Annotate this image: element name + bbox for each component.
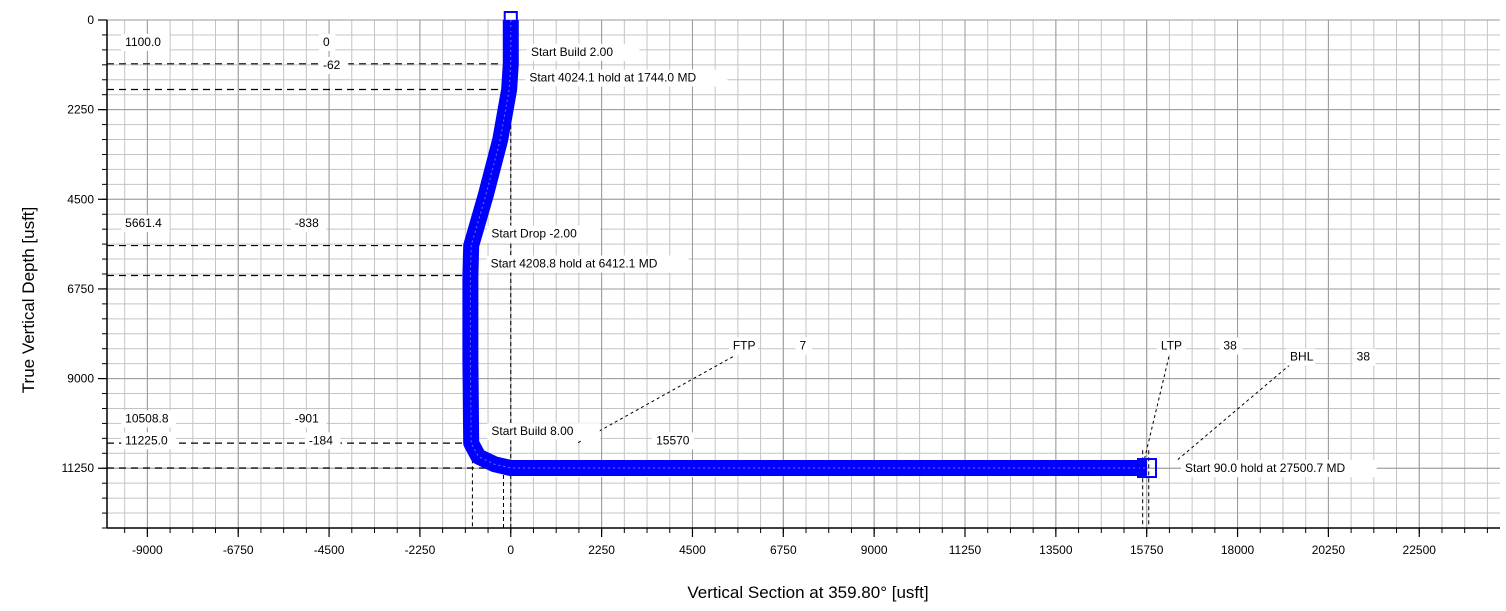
x-tick-label: -4500	[314, 543, 345, 557]
x-tick-label: -6750	[223, 543, 254, 557]
value-label: -901	[295, 411, 319, 425]
x-tick-label: 11250	[949, 543, 982, 557]
value-label-box	[1219, 337, 1243, 355]
value-label-box	[290, 215, 327, 233]
value-label: 15570	[656, 433, 690, 447]
annotation-label-box	[1286, 348, 1316, 366]
y-axis-label: True Vertical Depth [usft]	[19, 207, 38, 393]
value-label: -184	[309, 433, 333, 447]
well-path-series	[462, 11, 1157, 479]
annotation-label: Start Build 2.00	[531, 45, 613, 59]
value-label-box	[319, 33, 336, 51]
grid	[107, 19, 1500, 529]
annotation-label-box	[728, 337, 759, 355]
x-tick-label: 4500	[679, 543, 706, 557]
value-label: 10508.8	[125, 411, 169, 425]
y-tick-label: 2250	[67, 103, 94, 117]
value-label: -838	[295, 216, 319, 230]
value-label-box	[121, 215, 170, 233]
value-label: 0	[323, 35, 330, 49]
x-tick-label: 9000	[861, 543, 888, 557]
axes: 0 2250 4500 6750 9000 11250 -9000 -6750 -4500 -22…	[62, 13, 1500, 557]
value-label: 5661.4	[125, 216, 162, 230]
value-label-box	[121, 410, 176, 428]
value-label: 38	[1357, 350, 1371, 364]
annotation-label-box	[1181, 460, 1377, 478]
value-label-box	[121, 33, 170, 51]
value-label-box	[652, 432, 695, 450]
annotation-label-box	[487, 225, 600, 243]
value-label-box	[121, 432, 176, 450]
x-tick-label: 15750	[1130, 543, 1164, 557]
surface-location-marker	[503, 11, 518, 31]
y-tick-label: 0	[87, 13, 94, 27]
x-tick-label: 20250	[1312, 543, 1346, 557]
y-tick-label: 11250	[62, 461, 95, 475]
value-label-box	[290, 410, 327, 428]
annotation-label: Start 4208.8 hold at 6412.1 MD	[491, 257, 658, 271]
annotation-label-box	[486, 255, 689, 273]
annotation-label: Start 4024.1 hold at 1744.0 MD	[529, 71, 696, 85]
value-label: 7	[799, 339, 806, 353]
x-axis-label: Vertical Section at 359.80° [usft]	[687, 583, 928, 602]
annotation-label-box	[1156, 337, 1187, 355]
value-label-box	[1352, 348, 1376, 366]
y-tick-label: 6750	[67, 282, 94, 296]
x-tick-label: 18000	[1221, 543, 1255, 557]
annotation-label: BHL	[1290, 350, 1314, 364]
bottom-hole-marker	[1136, 458, 1157, 479]
y-tick-label: 9000	[67, 372, 94, 386]
value-label-box	[795, 337, 812, 355]
value-label-box	[319, 57, 349, 75]
annotation-label-box	[487, 423, 600, 441]
value-label: -62	[323, 58, 341, 72]
x-tick-label: -9000	[132, 543, 163, 557]
target-leader-line	[1176, 364, 1291, 461]
y-tick-label: 4500	[67, 192, 94, 206]
x-tick-label: 2250	[588, 543, 615, 557]
value-label: 38	[1223, 339, 1237, 353]
x-tick-label: 13500	[1039, 543, 1073, 557]
annotation-label: Start Drop -2.00	[491, 227, 577, 241]
annotation-label: Start Build 8.00	[491, 424, 573, 438]
x-tick-label: 0	[507, 543, 514, 557]
value-label: 1100.0	[125, 35, 161, 49]
annotation-label-box	[525, 69, 728, 87]
value-label: 11225.0	[125, 433, 168, 447]
annotation-label: FTP	[733, 339, 756, 353]
annotation-label-box	[526, 43, 640, 61]
x-tick-label: 22500	[1403, 543, 1437, 557]
x-tick-label: 6750	[770, 543, 797, 557]
x-tick-label: -2250	[405, 543, 436, 557]
well-path-texture	[469, 20, 1147, 469]
annotation-label: LTP	[1161, 339, 1182, 353]
annotation-label: Start 90.0 hold at 27500.7 MD	[1185, 461, 1345, 475]
value-label-box	[304, 432, 341, 450]
